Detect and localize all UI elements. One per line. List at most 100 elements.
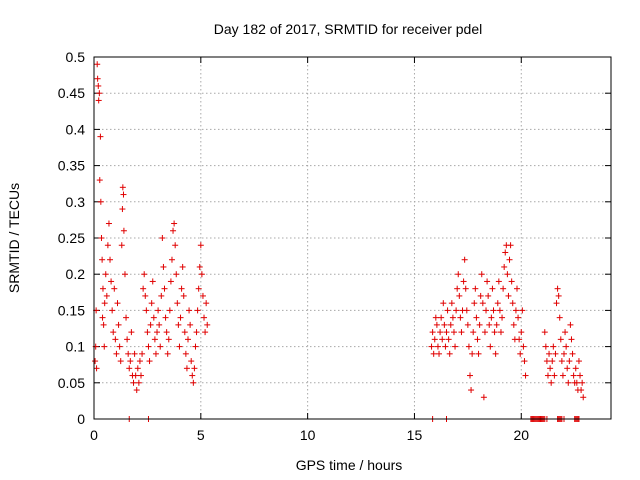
data-point bbox=[196, 263, 203, 270]
data-point bbox=[173, 271, 180, 278]
data-point bbox=[144, 329, 151, 336]
data-point bbox=[188, 358, 195, 365]
x-tick-label: 15 bbox=[407, 427, 423, 443]
data-point bbox=[559, 372, 566, 379]
data-point bbox=[100, 321, 107, 328]
y-tick-label: 0.1 bbox=[66, 339, 86, 355]
data-point bbox=[546, 350, 553, 357]
data-point bbox=[575, 358, 582, 365]
data-point bbox=[577, 372, 584, 379]
data-point bbox=[501, 263, 508, 270]
data-point bbox=[446, 350, 453, 357]
data-point bbox=[112, 336, 119, 343]
data-point bbox=[488, 314, 495, 321]
data-point bbox=[507, 242, 514, 249]
data-point bbox=[145, 343, 152, 350]
data-point bbox=[99, 314, 106, 321]
data-point bbox=[429, 329, 436, 336]
data-point bbox=[477, 292, 484, 299]
data-point bbox=[562, 329, 569, 336]
data-point bbox=[118, 242, 125, 249]
data-point bbox=[440, 300, 447, 307]
data-point bbox=[116, 343, 123, 350]
data-point bbox=[492, 350, 499, 357]
data-point bbox=[183, 365, 190, 372]
data-point bbox=[168, 256, 175, 263]
data-point bbox=[469, 350, 476, 357]
y-tick-label: 0.05 bbox=[58, 375, 85, 391]
data-point bbox=[99, 256, 106, 263]
data-point bbox=[132, 372, 139, 379]
data-point bbox=[434, 343, 441, 350]
data-point bbox=[578, 387, 585, 394]
data-point bbox=[178, 285, 185, 292]
data-point bbox=[437, 329, 444, 336]
data-point bbox=[146, 358, 153, 365]
data-point bbox=[160, 263, 167, 270]
data-point bbox=[119, 206, 126, 213]
data-point bbox=[566, 358, 573, 365]
data-point bbox=[114, 300, 121, 307]
x-axis-label: GPS time / hours bbox=[296, 457, 403, 473]
x-tick-label: 0 bbox=[90, 427, 98, 443]
data-point bbox=[481, 329, 488, 336]
data-point bbox=[97, 198, 104, 205]
data-point bbox=[476, 321, 483, 328]
y-tick-label: 0.4 bbox=[66, 121, 86, 137]
data-point bbox=[150, 314, 157, 321]
y-axis-label: SRMTID / TECUs bbox=[6, 183, 22, 293]
data-point bbox=[202, 329, 209, 336]
data-point bbox=[454, 285, 461, 292]
data-point bbox=[445, 336, 452, 343]
data-point bbox=[174, 300, 181, 307]
y-tick-label: 0.45 bbox=[58, 85, 85, 101]
data-point bbox=[465, 343, 472, 350]
data-point bbox=[165, 336, 172, 343]
data-point bbox=[470, 329, 477, 336]
data-point bbox=[495, 278, 502, 285]
data-point bbox=[115, 321, 122, 328]
y-tick-label: 0.15 bbox=[58, 302, 85, 318]
data-point bbox=[428, 343, 435, 350]
data-point bbox=[105, 220, 112, 227]
data-point bbox=[96, 177, 103, 184]
data-point bbox=[572, 365, 579, 372]
data-point bbox=[191, 365, 198, 372]
data-point bbox=[463, 307, 470, 314]
data-point bbox=[156, 321, 163, 328]
data-point bbox=[103, 292, 110, 299]
data-point bbox=[472, 285, 479, 292]
data-point bbox=[510, 321, 517, 328]
data-point bbox=[518, 329, 525, 336]
data-point bbox=[519, 307, 526, 314]
data-point bbox=[199, 292, 206, 299]
data-point bbox=[549, 358, 556, 365]
data-point bbox=[448, 300, 455, 307]
data-point bbox=[155, 307, 162, 314]
data-point bbox=[449, 314, 456, 321]
data-point bbox=[94, 75, 101, 82]
data-point bbox=[568, 336, 575, 343]
data-point bbox=[563, 343, 570, 350]
data-point bbox=[444, 307, 451, 314]
data-point bbox=[548, 379, 555, 386]
data-point bbox=[193, 329, 200, 336]
data-point bbox=[175, 321, 182, 328]
data-point bbox=[558, 358, 565, 365]
data-point bbox=[474, 336, 481, 343]
data-point bbox=[185, 336, 191, 343]
data-point bbox=[127, 358, 134, 365]
data-point bbox=[500, 285, 507, 292]
data-point bbox=[131, 350, 138, 357]
data-point bbox=[491, 329, 498, 336]
axis-ticks: 0 0.05 0.1 0.15 0.2 0.25 0.3 0.35 0.4 0.45 0.5 0 5 10… bbox=[58, 49, 611, 443]
data-point bbox=[203, 300, 210, 307]
data-point bbox=[520, 343, 527, 350]
data-point bbox=[551, 372, 558, 379]
data-point bbox=[134, 365, 141, 372]
data-point bbox=[121, 271, 128, 278]
data-point bbox=[486, 321, 493, 328]
data-point bbox=[148, 300, 155, 307]
data-point bbox=[166, 307, 173, 314]
data-point bbox=[99, 285, 106, 292]
